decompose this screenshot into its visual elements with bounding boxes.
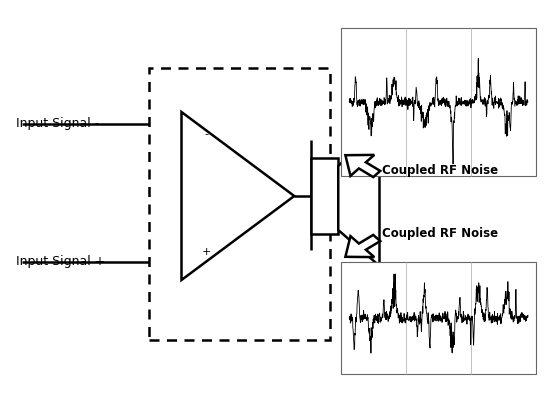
Polygon shape [345,235,380,257]
Polygon shape [345,155,380,177]
Bar [148,68,330,340]
Polygon shape [182,112,294,280]
Text: Coupled RF Noise: Coupled RF Noise [382,164,498,176]
Text: -: - [204,129,208,139]
Text: Input Signal -: Input Signal - [16,118,100,130]
Text: +: + [201,247,211,257]
Bar [341,28,536,176]
Text: Input Signal +: Input Signal + [16,256,106,268]
Text: Coupled RF Noise: Coupled RF Noise [382,228,498,240]
Bar [341,262,536,374]
Polygon shape [338,126,380,266]
Bar [311,158,338,234]
